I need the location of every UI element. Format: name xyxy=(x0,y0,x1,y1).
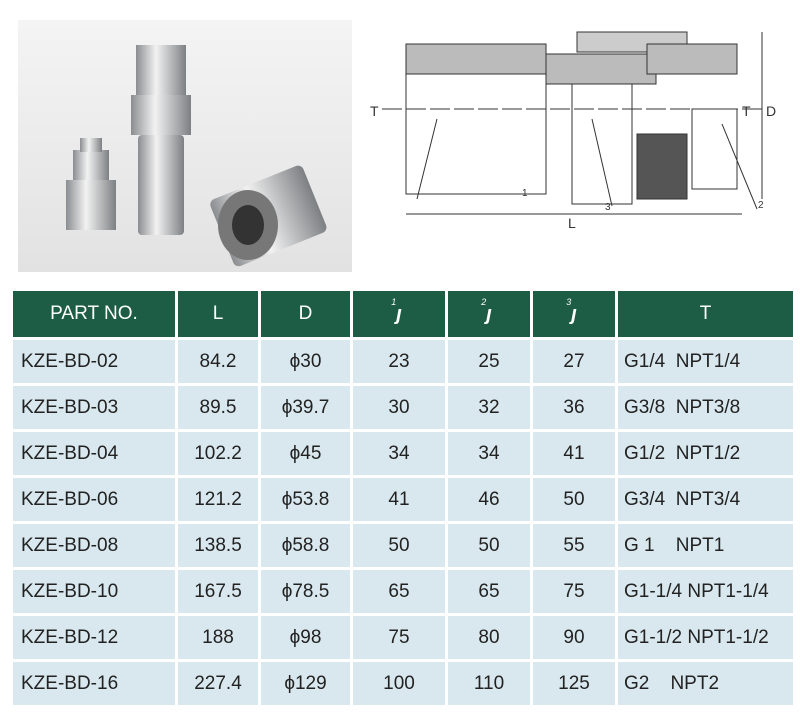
dim-d: D xyxy=(766,103,776,119)
wrench-3-cell: 75 xyxy=(533,570,615,613)
diameter-cell: ϕ53.8 xyxy=(261,478,350,521)
header-l: L xyxy=(178,291,258,337)
diameter-cell: ϕ58.8 xyxy=(261,524,350,567)
wrench-3-cell: 90 xyxy=(533,616,615,659)
thread-cell: G1/4 NPT1/4 xyxy=(618,340,793,383)
wrench-1-cell: 23 xyxy=(353,340,445,383)
coupling-photo-illustration xyxy=(66,45,327,267)
part-no-cell: KZE-BD-10 xyxy=(13,570,175,613)
part-no-cell: KZE-BD-04 xyxy=(13,432,175,475)
header-part-no: PART NO. xyxy=(13,291,175,337)
wrench-1-cell: 50 xyxy=(353,524,445,567)
length-cell: 227.4 xyxy=(178,662,258,705)
wrench-2-cell: 34 xyxy=(448,432,530,475)
table-row: KZE-BD-10 167.5 ϕ78.5 65 65 75 G1-1/4 NPT1-1/4 xyxy=(13,570,793,613)
diameter-cell: ϕ30 xyxy=(261,340,350,383)
part-no-cell: KZE-BD-03 xyxy=(13,386,175,429)
wrench-1-cell: 30 xyxy=(353,386,445,429)
wrench-1-label: 1 xyxy=(522,188,528,199)
wrench-2-label: 2 xyxy=(758,200,764,211)
header-t: T xyxy=(618,291,793,337)
table-row: KZE-BD-16 227.4 ϕ129 100 110 125 G2 NPT2 xyxy=(13,662,793,705)
wrench-2-cell: 46 xyxy=(448,478,530,521)
wrench-3-cell: 36 xyxy=(533,386,615,429)
diameter-cell: ϕ98 xyxy=(261,616,350,659)
length-cell: 188 xyxy=(178,616,258,659)
technical-drawing: T T D L 1 3 2 xyxy=(370,31,776,231)
wrench-1-cell: 100 xyxy=(353,662,445,705)
header-d: D xyxy=(261,291,350,337)
wrench-3-cell: 50 xyxy=(533,478,615,521)
wrench-3-cell: 125 xyxy=(533,662,615,705)
wrench-2-cell: 25 xyxy=(448,340,530,383)
length-cell: 167.5 xyxy=(178,570,258,613)
wrench-2-cell: 65 xyxy=(448,570,530,613)
wrench-1-cell: 65 xyxy=(353,570,445,613)
part-no-cell: KZE-BD-12 xyxy=(13,616,175,659)
table-row: KZE-BD-04 102.2 ϕ45 34 34 41 G1/2 NPT1/2 xyxy=(13,432,793,475)
wrench-1-cell: 41 xyxy=(353,478,445,521)
table-row: KZE-BD-12 188 ϕ98 75 80 90 G1-1/2 NPT1-1/2 xyxy=(13,616,793,659)
diameter-cell: ϕ78.5 xyxy=(261,570,350,613)
length-cell: 89.5 xyxy=(178,386,258,429)
part-no-cell: KZE-BD-06 xyxy=(13,478,175,521)
part-no-cell: KZE-BD-02 xyxy=(13,340,175,383)
wrench-3-cell: 41 xyxy=(533,432,615,475)
dim-l: L xyxy=(568,215,576,231)
wrench-2-cell: 80 xyxy=(448,616,530,659)
wrench-3-label: 3 xyxy=(605,202,611,213)
table-row: KZE-BD-08 138.5 ϕ58.8 50 50 55 G 1 NPT1 xyxy=(13,524,793,567)
thread-cell: G1-1/2 NPT1-1/2 xyxy=(618,616,793,659)
diameter-cell: ϕ129 xyxy=(261,662,350,705)
wrench-3-cell: 55 xyxy=(533,524,615,567)
product-photo xyxy=(18,20,352,272)
wrench-2-cell: 32 xyxy=(448,386,530,429)
length-cell: 121.2 xyxy=(178,478,258,521)
table-row: KZE-BD-06 121.2 ϕ53.8 41 46 50 G3/4 NPT3/4 xyxy=(13,478,793,521)
thread-cell: G3/4 NPT3/4 xyxy=(618,478,793,521)
wrench-1-cell: 75 xyxy=(353,616,445,659)
wrench-2-cell: 110 xyxy=(448,662,530,705)
table-row: KZE-BD-03 89.5 ϕ39.7 30 32 36 G3/8 NPT3/8 xyxy=(13,386,793,429)
wrench-2-cell: 50 xyxy=(448,524,530,567)
thread-cell: G1/2 NPT1/2 xyxy=(618,432,793,475)
table-row: KZE-BD-02 84.2 ϕ30 23 25 27 G1/4 NPT1/4 xyxy=(13,340,793,383)
thread-cell: G2 NPT2 xyxy=(618,662,793,705)
thread-cell: G1-1/4 NPT1-1/4 xyxy=(618,570,793,613)
length-cell: 102.2 xyxy=(178,432,258,475)
length-cell: 84.2 xyxy=(178,340,258,383)
thread-cell: G 1 NPT1 xyxy=(618,524,793,567)
wrench-3-cell: 27 xyxy=(533,340,615,383)
thread-cell: G3/8 NPT3/8 xyxy=(618,386,793,429)
length-cell: 138.5 xyxy=(178,524,258,567)
part-no-cell: KZE-BD-16 xyxy=(13,662,175,705)
wrench-1-cell: 34 xyxy=(353,432,445,475)
part-no-cell: KZE-BD-08 xyxy=(13,524,175,567)
dim-t-left: T xyxy=(370,103,379,119)
diameter-cell: ϕ39.7 xyxy=(261,386,350,429)
dim-t-right: T xyxy=(742,103,751,119)
diameter-cell: ϕ45 xyxy=(261,432,350,475)
